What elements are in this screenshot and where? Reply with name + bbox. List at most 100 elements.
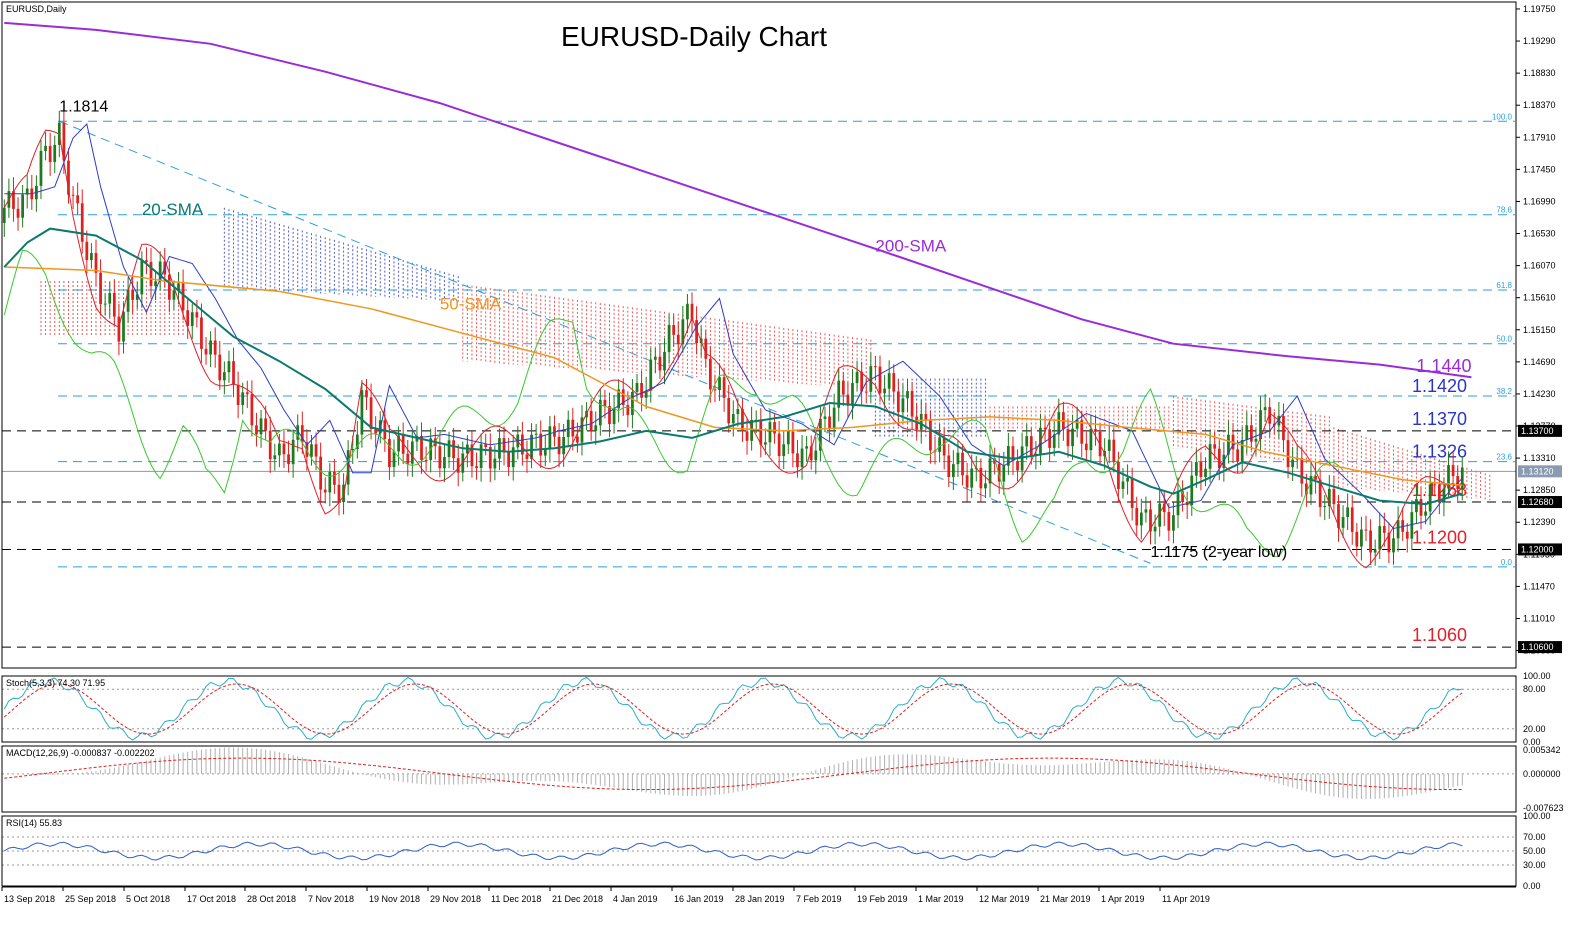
candle-body xyxy=(420,435,423,460)
candle-body xyxy=(809,446,813,461)
candle-body xyxy=(1337,504,1340,528)
rsi-panel: RSI(14) 55.83 100.00 70.00 50.00 30.00 0.00 xyxy=(2,811,1551,891)
candle-body xyxy=(1282,415,1285,441)
panel-frame xyxy=(1,745,1517,813)
candle-body xyxy=(227,361,231,373)
candle-body xyxy=(1006,446,1010,466)
y-tick-label: 1.17450 xyxy=(1523,164,1556,174)
candle-body xyxy=(1066,429,1070,447)
candle-body xyxy=(16,208,20,218)
level-label: 1.1370 xyxy=(1412,409,1467,429)
candle-body xyxy=(44,145,47,151)
candle-body xyxy=(264,418,268,431)
candle-body xyxy=(860,371,864,392)
candle-body xyxy=(117,316,121,342)
candle-body xyxy=(874,366,877,368)
candle-body xyxy=(993,458,996,464)
candle-body xyxy=(300,425,304,443)
candle-body xyxy=(1254,438,1258,442)
candle-body xyxy=(80,203,84,242)
candle-body xyxy=(846,394,850,406)
x-tick-label: 11 Apr 2019 xyxy=(1162,894,1210,904)
candle-body xyxy=(562,437,566,455)
candle-body xyxy=(796,453,799,468)
candle-body xyxy=(979,467,983,489)
candle-body xyxy=(965,475,969,488)
candle-body xyxy=(603,399,607,406)
candle-body xyxy=(131,289,135,300)
candle-body xyxy=(392,451,396,467)
candle-body xyxy=(832,407,836,429)
candle-body xyxy=(126,289,130,312)
candle-body xyxy=(731,414,735,424)
candle-body xyxy=(328,471,332,493)
candle-body xyxy=(892,373,896,392)
candle-body xyxy=(1071,428,1074,447)
candle-body xyxy=(1373,549,1377,553)
candle-body xyxy=(355,434,359,449)
fib-percent: 38.2 xyxy=(1496,387,1512,396)
candle-body xyxy=(631,391,634,416)
candle-body xyxy=(708,358,712,390)
candle-body xyxy=(910,391,914,417)
fib-level-label: 1.1420 xyxy=(1412,376,1467,396)
candle-body xyxy=(521,434,524,455)
candle-body xyxy=(447,440,451,458)
candle-body xyxy=(21,194,25,218)
fib-percent: 0.0 xyxy=(1501,558,1513,567)
candle-body xyxy=(1268,407,1272,424)
candle-body xyxy=(1428,484,1432,512)
candle-body xyxy=(1162,503,1166,513)
candle-body xyxy=(213,340,217,355)
candle-body xyxy=(1314,475,1317,480)
stoch-y-tick: 20.00 xyxy=(1523,724,1546,734)
candle-body xyxy=(145,260,148,262)
candle-body xyxy=(360,390,364,435)
candle-body xyxy=(814,450,818,461)
candle-body xyxy=(245,392,249,395)
candle-body xyxy=(232,361,235,385)
candle-body xyxy=(1043,427,1047,430)
candle-body xyxy=(1263,407,1267,411)
candle-body xyxy=(456,458,460,473)
rsi-y-tick: 30.00 xyxy=(1523,860,1546,870)
candle-body xyxy=(736,409,740,415)
candle-body xyxy=(782,444,786,457)
candle-body xyxy=(828,416,831,429)
candle-body xyxy=(1387,532,1391,553)
rsi-label: RSI(14) 55.83 xyxy=(6,818,62,828)
candle-body xyxy=(1364,529,1368,531)
candle-body xyxy=(85,241,89,261)
candle-body xyxy=(181,283,185,311)
candle-body xyxy=(1437,484,1441,503)
x-tick-label: 19 Nov 2018 xyxy=(369,894,420,904)
candle-body xyxy=(282,443,286,455)
price-tag: 1.13700 xyxy=(1521,426,1554,436)
candle-body xyxy=(1332,488,1336,505)
candle-body xyxy=(764,442,767,445)
macd-signal-line xyxy=(4,757,1463,791)
candle-body xyxy=(1346,507,1350,518)
candle-body xyxy=(791,431,795,454)
y-tick-label: 1.19750 xyxy=(1523,4,1556,14)
candle-body xyxy=(589,410,593,431)
candle-body xyxy=(1139,512,1143,526)
candle-body xyxy=(1089,428,1093,451)
candle-body xyxy=(1172,515,1175,531)
x-tick-label: 7 Nov 2018 xyxy=(308,894,354,904)
candle-body xyxy=(777,433,781,457)
sma-20-line xyxy=(3,227,1463,506)
candle-body xyxy=(626,405,630,416)
candle-body xyxy=(135,294,139,300)
candle-body xyxy=(475,466,478,469)
candle-body xyxy=(956,452,960,465)
x-tick-label: 4 Jan 2019 xyxy=(613,894,658,904)
candle-body xyxy=(676,334,680,345)
candle-body xyxy=(543,448,547,456)
chart-annotation: 1.1440 xyxy=(1416,356,1471,376)
x-tick-label: 1 Apr 2019 xyxy=(1101,894,1145,904)
candle-body xyxy=(287,454,290,465)
candle-body xyxy=(470,444,474,467)
fib-percent: 61.8 xyxy=(1496,281,1512,290)
candle-body xyxy=(71,194,75,196)
